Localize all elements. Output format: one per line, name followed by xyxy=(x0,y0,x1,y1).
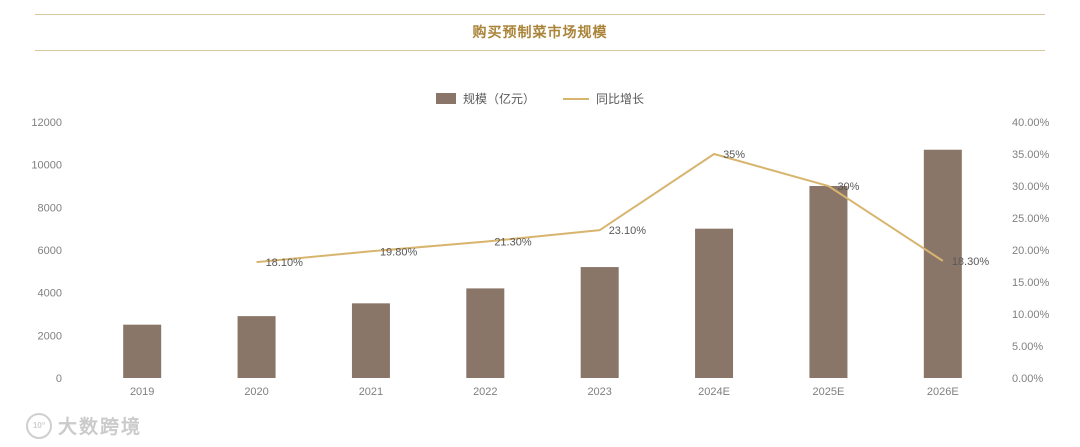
market-size-chart: 0 2000 4000 6000 8000 10000 12000 0.00% 5.00% 10.… xyxy=(31,117,1050,398)
line-data-label: 18.30% xyxy=(952,256,990,268)
left-axis-tick: 4000 xyxy=(38,288,62,300)
chart-legend: 规模（亿元） 同比增长 xyxy=(0,90,1080,107)
right-axis-tick: 5.00% xyxy=(1012,341,1043,353)
left-axis-tick: 8000 xyxy=(38,202,62,214)
right-axis-tick: 30.00% xyxy=(1012,181,1050,193)
x-axis-category: 2019 xyxy=(130,386,154,398)
legend-label-bar: 规模（亿元） xyxy=(462,92,535,106)
left-axis-tick: 0 xyxy=(56,373,62,385)
x-axis-category: 2023 xyxy=(587,386,611,398)
x-axis-category: 2022 xyxy=(473,386,497,398)
right-axis-tick: 10.00% xyxy=(1012,309,1050,321)
line-data-label: 23.10% xyxy=(609,225,647,237)
header-rule-top xyxy=(35,14,1045,15)
right-axis-tick: 40.00% xyxy=(1012,117,1050,129)
line-data-label: 21.30% xyxy=(494,237,532,249)
bar-2020 xyxy=(237,316,276,378)
left-axis-tick: 6000 xyxy=(38,245,62,257)
legend-item-line: 同比增长 xyxy=(563,90,644,107)
line-data-label: 19.80% xyxy=(380,246,418,258)
x-axis-category: 2026E xyxy=(927,386,959,398)
header-rule-bottom xyxy=(35,50,1045,51)
x-axis-category: 2024E xyxy=(698,386,730,398)
x-axis-category: 2025E xyxy=(813,386,845,398)
right-axis-tick: 20.00% xyxy=(1012,245,1050,257)
x-axis-category: 2020 xyxy=(244,386,268,398)
left-axis-tick: 10000 xyxy=(31,160,62,172)
bar-swatch-icon xyxy=(435,93,456,104)
bar-2019 xyxy=(123,324,162,378)
chart-header: 购买预制菜市场规模 xyxy=(35,14,1045,51)
watermark-logo-icon: 10° xyxy=(26,412,52,439)
legend-label-line: 同比增长 xyxy=(596,92,645,106)
x-axis-category: 2021 xyxy=(359,386,383,398)
line-data-label: 18.10% xyxy=(266,257,304,269)
line-data-label: 35% xyxy=(723,149,745,161)
bar-2026E xyxy=(923,149,962,378)
bar-2025E xyxy=(809,186,848,378)
legend-item-bar: 规模（亿元） xyxy=(435,90,535,107)
right-axis-tick: 15.00% xyxy=(1012,277,1050,289)
page-title: 购买预制菜市场规模 xyxy=(472,24,608,40)
watermark-text: 大数跨境 xyxy=(58,417,143,438)
line-data-label: 30% xyxy=(837,181,859,193)
bar-2023 xyxy=(580,267,619,378)
line-swatch-icon xyxy=(563,97,589,100)
bar-2024E xyxy=(695,228,734,378)
growth-line xyxy=(256,152,944,264)
left-axis-tick: 2000 xyxy=(38,330,62,342)
right-axis-tick: 25.00% xyxy=(1012,213,1050,225)
bar-2022 xyxy=(466,288,505,378)
left-axis-tick: 12000 xyxy=(31,117,62,129)
bar-2021 xyxy=(351,303,390,378)
watermark: 10° 大数跨境 xyxy=(26,412,142,439)
right-axis-tick: 35.00% xyxy=(1012,149,1050,161)
right-axis-tick: 0.00% xyxy=(1012,373,1043,385)
